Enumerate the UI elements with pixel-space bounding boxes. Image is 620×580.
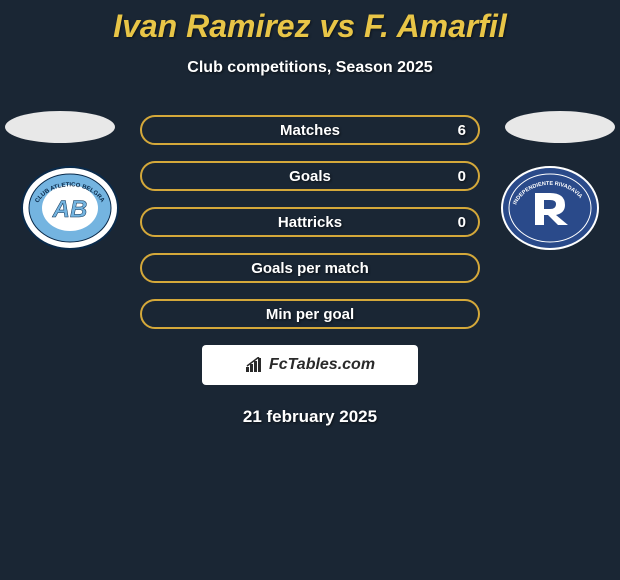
page-title: Ivan Ramirez vs F. Amarfil xyxy=(0,0,620,45)
stat-value-right: 0 xyxy=(458,214,466,231)
stat-label: Goals per match xyxy=(251,260,369,277)
club-badge-left: AB CLUB ATLETICO BELGRANO xyxy=(20,165,120,251)
brand-box: FcTables.com xyxy=(202,345,418,385)
stats-list: Matches 6 Goals 0 Hattricks 0 Goals per … xyxy=(140,115,480,329)
stat-label: Hattricks xyxy=(278,214,342,231)
player-photo-left xyxy=(5,111,115,143)
stat-row-hattricks: Hattricks 0 xyxy=(140,207,480,237)
stat-row-matches: Matches 6 xyxy=(140,115,480,145)
comparison-content: AB CLUB ATLETICO BELGRANO INDEPENDIENTE … xyxy=(0,115,620,427)
club-badge-right: INDEPENDIENTE RIVADAVIA xyxy=(500,165,600,251)
footer-date: 21 february 2025 xyxy=(0,407,620,427)
stat-value-right: 0 xyxy=(458,168,466,185)
stat-label: Min per goal xyxy=(266,306,354,323)
stat-row-goals: Goals 0 xyxy=(140,161,480,191)
brand-label: FcTables.com xyxy=(269,356,375,374)
stat-label: Matches xyxy=(280,122,340,139)
subtitle: Club competitions, Season 2025 xyxy=(0,59,620,77)
brand-text: FcTables.com xyxy=(245,356,375,374)
stat-label: Goals xyxy=(289,168,331,185)
stat-row-min-per-goal: Min per goal xyxy=(140,299,480,329)
stat-value-right: 6 xyxy=(458,122,466,139)
svg-text:AB: AB xyxy=(52,196,88,223)
chart-icon xyxy=(245,357,265,373)
player-photo-right xyxy=(505,111,615,143)
stat-row-goals-per-match: Goals per match xyxy=(140,253,480,283)
